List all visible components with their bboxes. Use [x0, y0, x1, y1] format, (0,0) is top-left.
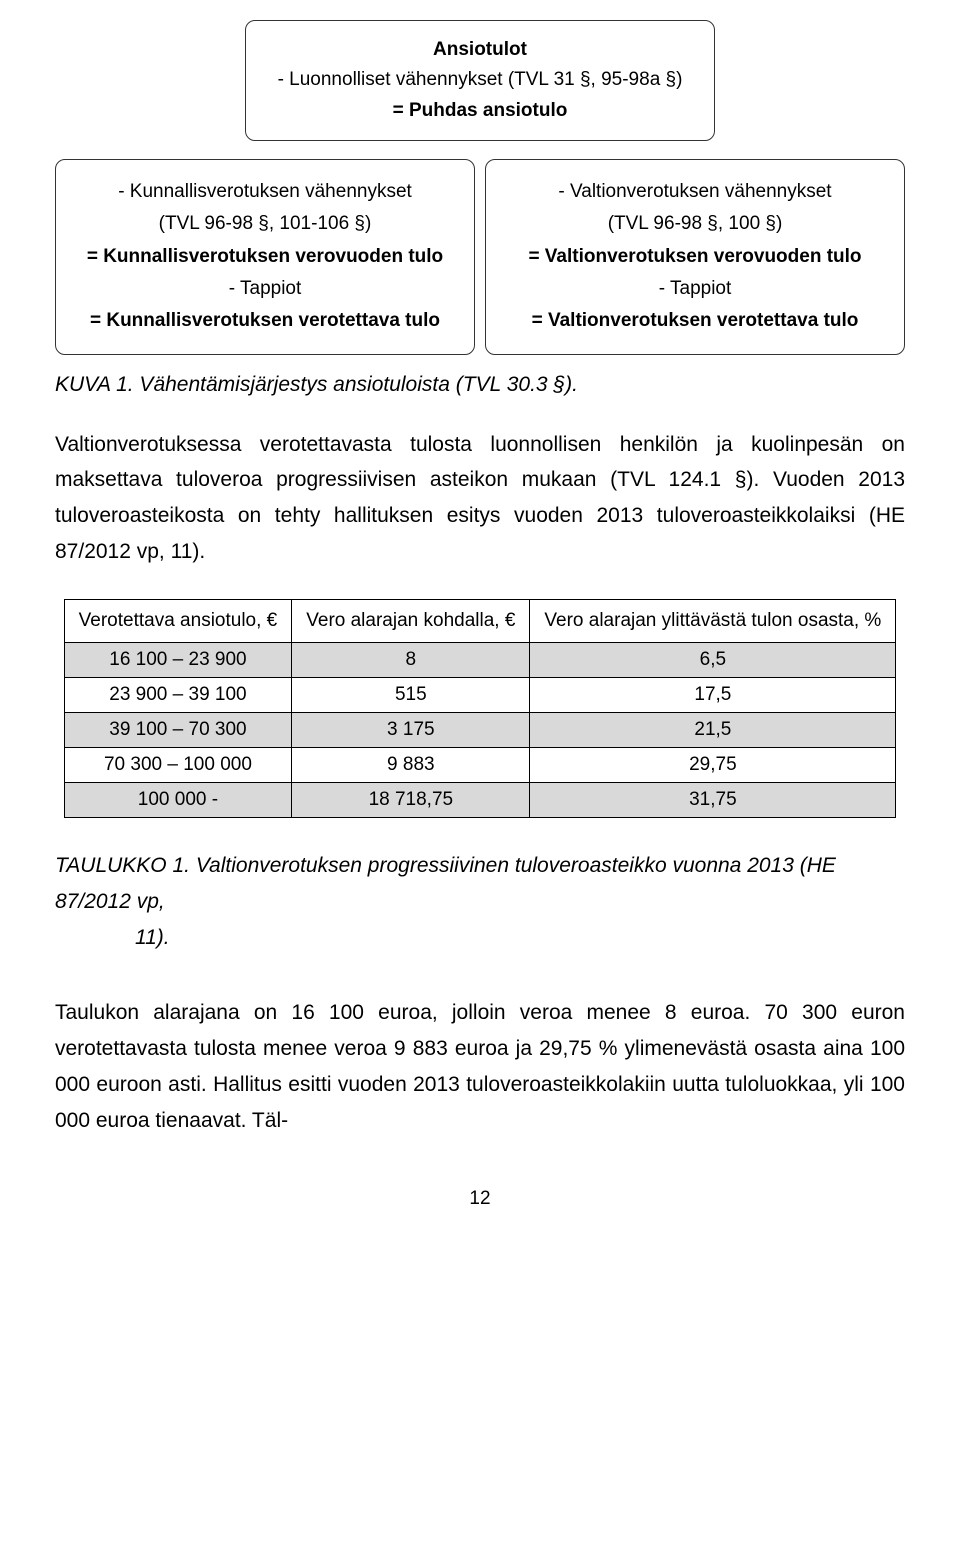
paragraph-2: Taulukon alarajana on 16 100 euroa, joll… — [55, 995, 905, 1138]
table-row: 23 900 – 39 100 515 17,5 — [64, 678, 896, 713]
taulukko-caption-line1: TAULUKKO 1. Valtionverotuksen progressii… — [55, 854, 836, 913]
table-row: 39 100 – 70 300 3 175 21,5 — [64, 713, 896, 748]
right-l2: (TVL 96-98 §, 100 §) — [498, 208, 892, 240]
right-l5: = Valtionverotuksen verotettava tulo — [498, 305, 892, 337]
top-box-title: Ansiotulot — [270, 35, 690, 65]
kuva-caption: KUVA 1. Vähentämisjärjestys ansiotuloist… — [55, 373, 905, 397]
cell-c1: 16 100 – 23 900 — [64, 643, 292, 678]
cell-c2: 9 883 — [292, 748, 530, 783]
table-header-c2: Vero alarajan kohdalla, € — [292, 600, 530, 643]
table-header-c3: Vero alarajan ylittävästä tulon osasta, … — [530, 600, 896, 643]
right-l1: - Valtionverotuksen vähennykset — [498, 176, 892, 208]
diagram-two-columns: - Kunnallisverotuksen vähennykset (TVL 9… — [55, 159, 905, 354]
cell-c1: 100 000 - — [64, 783, 292, 818]
cell-c2: 3 175 — [292, 713, 530, 748]
left-l1: - Kunnallisverotuksen vähennykset — [68, 176, 462, 208]
cell-c2: 8 — [292, 643, 530, 678]
diagram-left-box: - Kunnallisverotuksen vähennykset (TVL 9… — [55, 159, 475, 354]
left-l2: (TVL 96-98 §, 101-106 §) — [68, 208, 462, 240]
cell-c2: 515 — [292, 678, 530, 713]
cell-c3: 6,5 — [530, 643, 896, 678]
left-l3: = Kunnallisverotuksen verovuoden tulo — [68, 241, 462, 273]
paragraph-1: Valtionverotuksessa verotettavasta tulos… — [55, 427, 905, 570]
cell-c2: 18 718,75 — [292, 783, 530, 818]
diagram-top-box: Ansiotulot - Luonnolliset vähennykset (T… — [245, 20, 715, 141]
cell-c1: 39 100 – 70 300 — [64, 713, 292, 748]
cell-c1: 70 300 – 100 000 — [64, 748, 292, 783]
cell-c1: 23 900 – 39 100 — [64, 678, 292, 713]
diagram-right-box: - Valtionverotuksen vähennykset (TVL 96-… — [485, 159, 905, 354]
cell-c3: 31,75 — [530, 783, 896, 818]
right-l4: - Tappiot — [498, 273, 892, 305]
left-l4: - Tappiot — [68, 273, 462, 305]
left-l5: = Kunnallisverotuksen verotettava tulo — [68, 305, 462, 337]
right-l3: = Valtionverotuksen verovuoden tulo — [498, 241, 892, 273]
cell-c3: 29,75 — [530, 748, 896, 783]
top-box-line2: - Luonnolliset vähennykset (TVL 31 §, 95… — [270, 65, 690, 95]
tax-bracket-table: Verotettava ansiotulo, € Vero alarajan k… — [64, 599, 897, 818]
table-header-row: Verotettava ansiotulo, € Vero alarajan k… — [64, 600, 896, 643]
table-row: 70 300 – 100 000 9 883 29,75 — [64, 748, 896, 783]
cell-c3: 17,5 — [530, 678, 896, 713]
taulukko-caption-line2: 11). — [55, 920, 905, 956]
taulukko-caption: TAULUKKO 1. Valtionverotuksen progressii… — [55, 848, 905, 955]
table-row: 100 000 - 18 718,75 31,75 — [64, 783, 896, 818]
cell-c3: 21,5 — [530, 713, 896, 748]
top-box-result: = Puhdas ansiotulo — [270, 96, 690, 126]
table-header-c1: Verotettava ansiotulo, € — [64, 600, 292, 643]
page-number: 12 — [55, 1188, 905, 1210]
table-row: 16 100 – 23 900 8 6,5 — [64, 643, 896, 678]
